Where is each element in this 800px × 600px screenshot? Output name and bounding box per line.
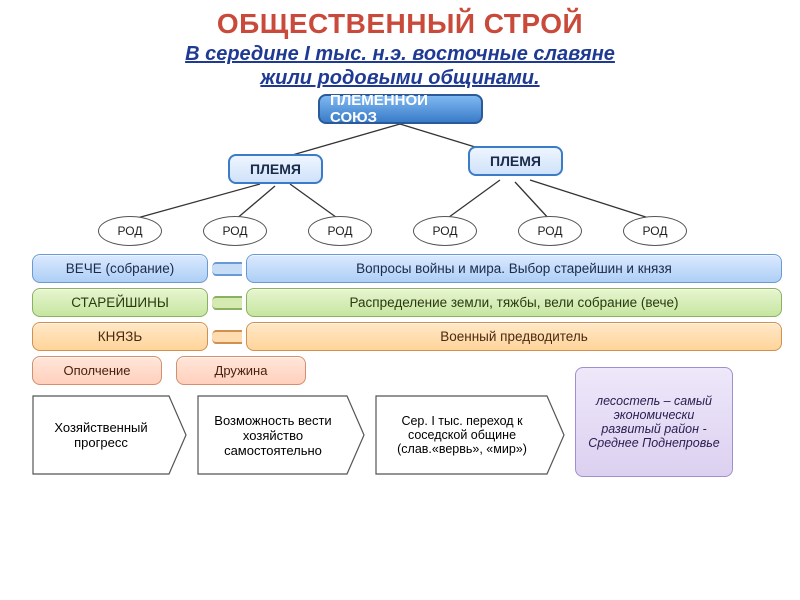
page-title: ОБЩЕСТВЕННЫЙ СТРОЙ — [0, 0, 800, 40]
node-rod: РОД — [413, 216, 477, 246]
chevron-box: Возможность вести хозяйство самостоятель… — [197, 395, 365, 475]
node-rod: РОД — [98, 216, 162, 246]
row-militia: Ополчение Дружина — [32, 356, 782, 385]
label-veche: ВЕЧЕ (собрание) — [32, 254, 208, 283]
row-veche: ВЕЧЕ (собрание) Вопросы войны и мира. Вы… — [32, 254, 782, 283]
label-prince: КНЯЗЬ — [32, 322, 208, 351]
structure-rows: ВЕЧЕ (собрание) Вопросы войны и мира. Вы… — [0, 254, 800, 385]
row-elders: СТАРЕЙШИНЫ Распределение земли, тяжбы, в… — [32, 288, 782, 317]
node-rod: РОД — [623, 216, 687, 246]
box-opolchenie: Ополчение — [32, 356, 162, 385]
node-tribal-union: ПЛЕМЕННОЙ СОЮЗ — [318, 94, 483, 124]
box-druzhina: Дружина — [176, 356, 306, 385]
subtitle-line-2: жили родовыми общинами. — [260, 67, 539, 89]
row-prince: КНЯЗЬ Военный предводитель — [32, 322, 782, 351]
bottom-row: Хозяйственный прогресс Возможность вести… — [0, 395, 800, 477]
chevron-box: Хозяйственный прогресс — [32, 395, 187, 475]
node-tribe-right: ПЛЕМЯ — [468, 146, 563, 176]
desc-veche: Вопросы войны и мира. Выбор старейшин и … — [246, 254, 782, 283]
desc-elders: Распределение земли, тяжбы, вели собрани… — [246, 288, 782, 317]
chev-text-2: Возможность вести хозяйство самостоятель… — [201, 399, 345, 471]
connector — [218, 254, 236, 283]
node-rod: РОД — [203, 216, 267, 246]
chev-text-1: Хозяйственный прогресс — [36, 399, 166, 471]
node-rod: РОД — [308, 216, 372, 246]
label-elders: СТАРЕЙШИНЫ — [32, 288, 208, 317]
chevron-box: Сер. I тыс. переход к соседской общине (… — [375, 395, 565, 475]
node-rod: РОД — [518, 216, 582, 246]
page-subtitle: В середине I тыс. н.э. восточные славяне… — [0, 42, 800, 90]
connector — [218, 288, 236, 317]
desc-prince: Военный предводитель — [246, 322, 782, 351]
chev-text-3: Сер. I тыс. переход к соседской общине (… — [379, 399, 545, 471]
subtitle-line-1: В середине I тыс. н.э. восточные славяне — [185, 43, 615, 65]
connector — [218, 322, 236, 351]
node-tribe-left: ПЛЕМЯ — [228, 154, 323, 184]
